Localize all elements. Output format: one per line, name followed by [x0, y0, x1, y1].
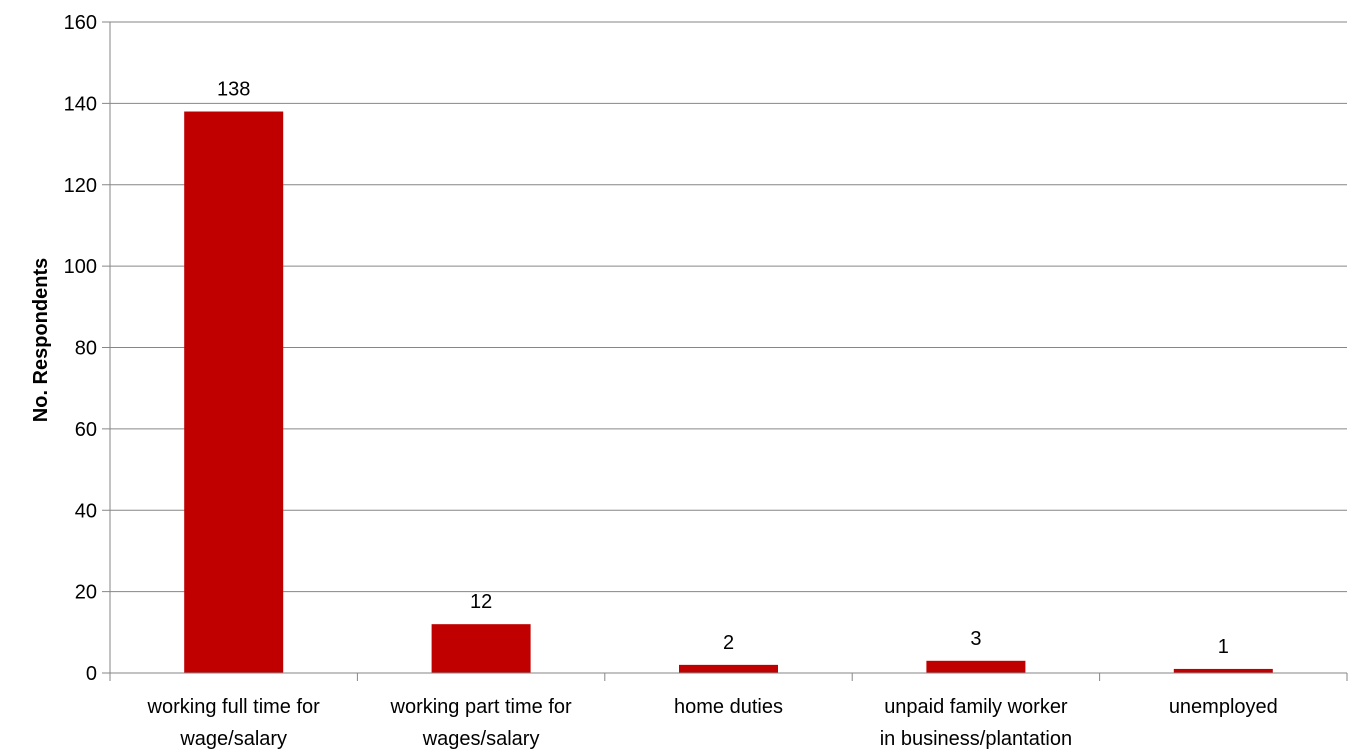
- bar: [184, 111, 284, 673]
- x-category-label-line: unpaid family worker: [884, 696, 1068, 718]
- y-tick-label: 160: [64, 12, 97, 34]
- data-label: 12: [470, 591, 492, 613]
- x-category-label-line: working full time for: [147, 696, 321, 718]
- bar: [1173, 668, 1273, 673]
- bars: [184, 111, 1273, 673]
- data-label: 138: [217, 79, 250, 101]
- x-category-label-line: in business/plantation: [880, 728, 1072, 750]
- y-tick-label: 40: [75, 500, 97, 522]
- x-category-label: unemployed: [1169, 696, 1278, 718]
- y-tick-label: 100: [64, 256, 97, 278]
- y-axis-title: No. Respondents: [30, 258, 52, 422]
- y-tick-label: 60: [75, 419, 97, 441]
- x-category-label-line: working part time for: [390, 696, 573, 718]
- x-category-label: home duties: [674, 696, 783, 718]
- y-tick-label: 140: [64, 93, 97, 115]
- x-category-labels: working full time for wage/salaryworking …: [147, 696, 1278, 750]
- x-category-label: working part time for wages/salary: [390, 696, 573, 750]
- bar: [679, 664, 778, 673]
- data-label: 2: [723, 632, 734, 654]
- y-tick-label: 20: [75, 582, 97, 604]
- y-tick-label: 120: [64, 175, 97, 197]
- y-tick-label: 80: [75, 338, 97, 360]
- data-label: 1: [1218, 636, 1229, 658]
- y-tick-labels: 0 20 40 60 80 100 120 140 160: [64, 12, 97, 685]
- x-category-label-line: wages/salary: [422, 728, 540, 750]
- data-labels: 138 12 2 3 1: [217, 79, 1229, 658]
- x-category-label-line: home duties: [674, 696, 783, 718]
- x-category-label-line: unemployed: [1169, 696, 1278, 718]
- x-category-label: unpaid family worker in business/plantati…: [880, 696, 1072, 750]
- gridlines: [110, 21, 1347, 593]
- axes: [102, 21, 1348, 681]
- x-category-label-line: wage/salary: [179, 728, 287, 750]
- bar: [431, 624, 531, 673]
- x-category-label: working full time for wage/salary: [147, 696, 321, 750]
- y-tick-label: 0: [86, 663, 97, 685]
- data-label: 3: [970, 628, 981, 650]
- bar: [926, 660, 1026, 673]
